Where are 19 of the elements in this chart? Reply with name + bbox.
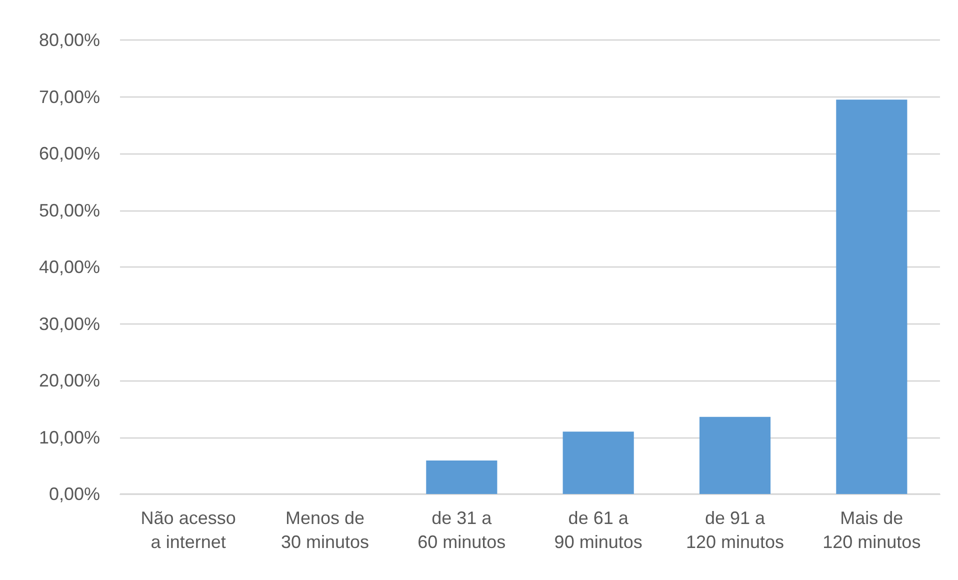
y-tick-label: 0,00% [48, 484, 100, 504]
x-tick-label: de 61 a 90 minutos [554, 508, 642, 552]
y-tick-label: 60,00% [38, 144, 100, 164]
x-tick-label: de 31 a 60 minutos [418, 508, 506, 552]
bar [426, 460, 498, 494]
y-tick-label: 40,00% [38, 257, 100, 277]
x-tick-label: de 91 a 120 minutos [686, 508, 784, 552]
y-tick-label: 50,00% [38, 200, 100, 220]
y-tick-label: 70,00% [38, 86, 100, 107]
x-tick-label: Não acesso a internet [140, 508, 236, 552]
bar [562, 432, 634, 494]
bar [699, 416, 771, 494]
y-tick-label: 10,00% [38, 427, 100, 448]
y-tick-label: 20,00% [38, 370, 100, 390]
y-tick-label: 30,00% [38, 314, 100, 334]
x-tick-label: Menos de 30 minutos [280, 508, 370, 552]
x-tick-label: Mais de 120 minutos [822, 508, 921, 552]
y-tick-label: 80,00% [38, 30, 100, 50]
bar [836, 100, 908, 494]
